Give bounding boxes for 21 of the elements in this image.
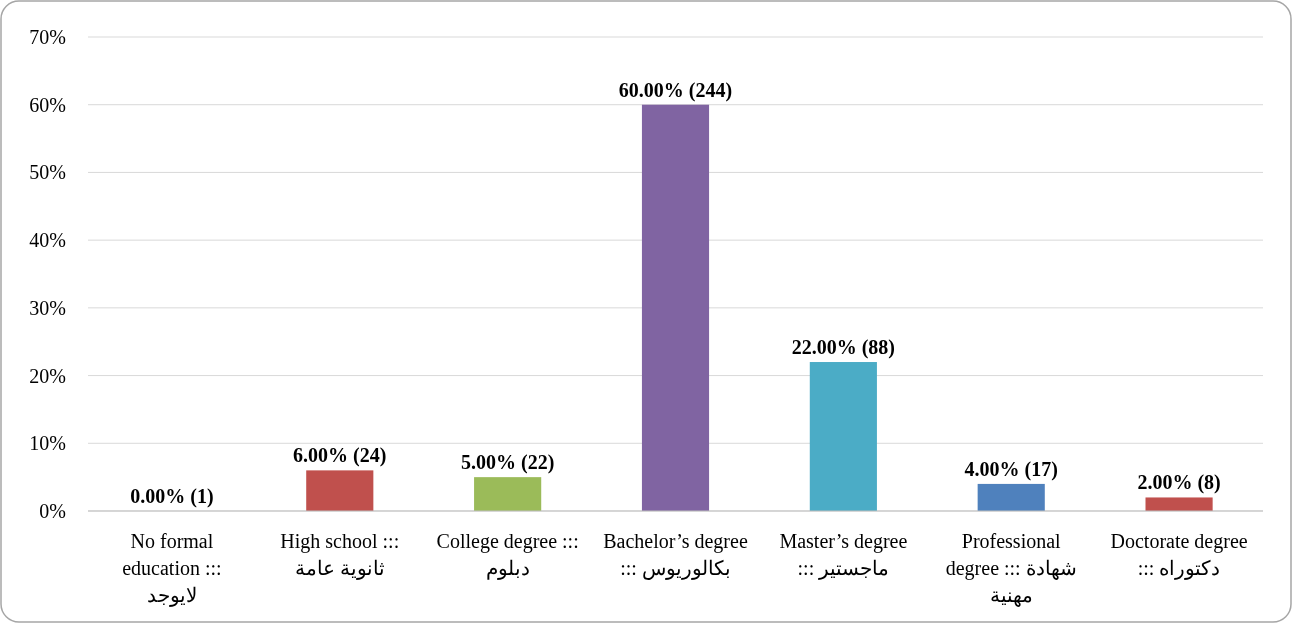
y-tick-label: 70% xyxy=(29,26,66,48)
y-tick-label: 50% xyxy=(29,161,66,184)
y-tick-label: 30% xyxy=(29,296,66,319)
bar xyxy=(809,362,877,511)
y-tick-label: 10% xyxy=(29,432,66,455)
data-label: 5.00% (22) xyxy=(460,451,555,475)
data-label: 2.00% (8) xyxy=(1137,471,1221,495)
data-label: 4.00% (17) xyxy=(964,457,1058,481)
data-label: 60.00% (244) xyxy=(618,78,733,102)
y-tick-label: 60% xyxy=(29,93,66,116)
data-label: 22.00% (88) xyxy=(791,336,896,360)
data-label: 0.00% (1) xyxy=(130,485,214,508)
y-tick-label: 0% xyxy=(39,500,66,522)
y-tick-label: 20% xyxy=(29,364,66,387)
bar xyxy=(474,477,542,511)
bar xyxy=(306,470,374,511)
bar xyxy=(1145,497,1213,511)
data-label: 6.00% (24) xyxy=(293,444,387,468)
bar xyxy=(977,483,1045,511)
bar xyxy=(641,104,710,511)
y-tick-label: 40% xyxy=(29,229,66,252)
